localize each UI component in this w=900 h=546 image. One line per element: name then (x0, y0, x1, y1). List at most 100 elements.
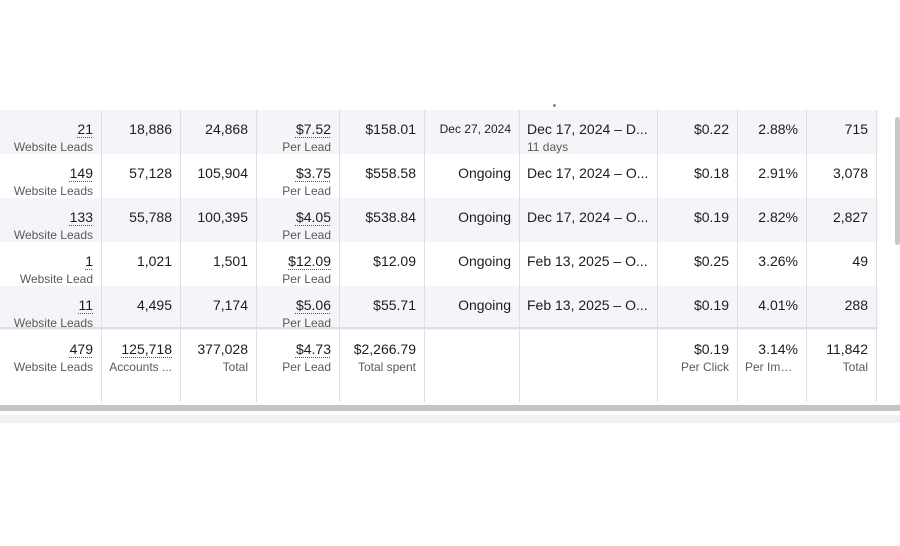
results-label: Website Leads (13, 228, 93, 242)
column-divider[interactable] (180, 110, 181, 402)
clicks-label: Total (842, 360, 868, 374)
cpc-value: $0.19 (693, 209, 729, 225)
amount-spent-value: $538.84 (365, 209, 416, 225)
impressions-value: 105,904 (197, 165, 248, 181)
ends-value: Ongoing (458, 297, 511, 313)
total-clicks: 11,842 Total (806, 330, 876, 402)
table-row[interactable]: 1 Website Lead 1,021 1,501 $12.09 Per Lead $12… (0, 242, 878, 286)
ends-value: Dec 27, 2024 (439, 122, 511, 136)
cost-per-result-value[interactable]: $5.06 (295, 297, 331, 313)
clicks-value: 288 (844, 297, 868, 313)
amount-spent-value: $2,266.79 (353, 341, 416, 357)
cell-schedule: Dec 17, 2024 – O... (519, 198, 657, 242)
results-label: Website Leads (13, 360, 93, 374)
cell-amount-spent: $558.58 (339, 154, 424, 198)
results-label: Website Leads (13, 184, 93, 198)
clicks-value: 11,842 (826, 341, 868, 357)
clipped-header-mark (553, 104, 556, 107)
cell-cost-per-result: $4.05 Per Lead (256, 198, 339, 242)
cost-per-result-label: Per Lead (282, 184, 331, 198)
results-value[interactable]: 11 (78, 297, 93, 313)
total-impressions: 377,028 Total (180, 330, 256, 402)
horizontal-scroll-track (0, 415, 900, 423)
impressions-value: 24,868 (205, 121, 248, 137)
cpc-value: $0.22 (693, 121, 729, 137)
column-divider[interactable] (339, 110, 340, 402)
cost-per-result-value[interactable]: $4.05 (295, 209, 331, 225)
cell-results: 1 Website Lead (0, 242, 101, 286)
ads-results-table: 21 Website Leads 18,886 24,868 $7.52 Per Lead… (0, 110, 900, 402)
cell-cost-per-result: $3.75 Per Lead (256, 154, 339, 198)
cost-per-result-value[interactable]: $12.09 (288, 253, 331, 269)
results-value[interactable]: 133 (69, 209, 93, 225)
impressions-value: 100,395 (197, 209, 248, 225)
totals-row: 479 Website Leads 125,718 Accounts ... 377,0… (0, 330, 878, 402)
cell-clicks: 3,078 (806, 154, 876, 198)
schedule-value: Dec 17, 2024 – O... (527, 165, 649, 181)
results-value[interactable]: 479 (69, 341, 93, 357)
cell-impressions: 100,395 (180, 198, 256, 242)
table-row[interactable]: 133 Website Leads 55,788 100,395 $4.05 Per Le… (0, 198, 878, 242)
results-value[interactable]: 1 (85, 253, 93, 269)
ends-value: Ongoing (458, 253, 511, 269)
cell-ends: Ongoing (424, 154, 519, 198)
cell-ctr: 2.82% (737, 198, 806, 242)
cost-per-result-value[interactable]: $4.73 (295, 341, 331, 357)
amount-spent-value: $12.09 (373, 253, 416, 269)
cell-ends: Ongoing (424, 242, 519, 286)
total-amount-spent: $2,266.79 Total spent (339, 330, 424, 402)
cpc-value: $0.19 (693, 341, 729, 357)
table-row[interactable]: 21 Website Leads 18,886 24,868 $7.52 Per Lead… (0, 110, 878, 154)
reach-value: 57,128 (129, 165, 172, 181)
cell-ends: Ongoing (424, 286, 519, 330)
table-row[interactable]: 149 Website Leads 57,128 105,904 $3.75 Per Le… (0, 154, 878, 198)
reach-value: 55,788 (129, 209, 172, 225)
cell-ends: Ongoing (424, 198, 519, 242)
total-cost-per-result: $4.73 Per Lead (256, 330, 339, 402)
reach-value: 18,886 (129, 121, 172, 137)
ends-value: Ongoing (458, 165, 511, 181)
cell-results: 11 Website Leads (0, 286, 101, 330)
cell-cpc: $0.19 (657, 198, 737, 242)
column-divider[interactable] (424, 110, 425, 402)
column-divider[interactable] (101, 110, 102, 402)
column-divider[interactable] (876, 110, 877, 402)
ctr-value: 2.88% (758, 121, 798, 137)
cell-results: 133 Website Leads (0, 198, 101, 242)
cell-clicks: 49 (806, 242, 876, 286)
cost-per-result-label: Per Lead (282, 140, 331, 154)
column-divider[interactable] (737, 110, 738, 402)
results-value[interactable]: 149 (69, 165, 93, 181)
column-divider[interactable] (806, 110, 807, 402)
column-divider[interactable] (519, 110, 520, 402)
column-divider[interactable] (256, 110, 257, 402)
cell-cpc: $0.25 (657, 242, 737, 286)
cell-amount-spent: $538.84 (339, 198, 424, 242)
results-value[interactable]: 21 (77, 121, 93, 137)
cpc-value: $0.18 (693, 165, 729, 181)
cost-per-result-value[interactable]: $7.52 (295, 121, 331, 137)
cell-cpc: $0.22 (657, 110, 737, 154)
total-reach: 125,718 Accounts ... (101, 330, 180, 402)
cost-per-result-value[interactable]: $3.75 (295, 165, 331, 181)
results-label: Website Leads (13, 140, 93, 154)
cell-ctr: 4.01% (737, 286, 806, 330)
ctr-value: 3.26% (758, 253, 798, 269)
cell-ends: Dec 27, 2024 (424, 110, 519, 154)
reach-value[interactable]: 125,718 (121, 341, 172, 357)
cell-schedule: Feb 13, 2025 – O... (519, 286, 657, 330)
impressions-value: 377,028 (197, 341, 248, 357)
schedule-label: 11 days (527, 140, 569, 154)
cell-schedule: Feb 13, 2025 – O... (519, 242, 657, 286)
table-row[interactable]: 11 Website Leads 4,495 7,174 $5.06 Per Lead $5… (0, 286, 878, 330)
cost-per-result-label: Per Lead (282, 272, 331, 286)
column-divider[interactable] (657, 110, 658, 402)
cell-ctr: 2.91% (737, 154, 806, 198)
impressions-value: 1,501 (212, 253, 248, 269)
reach-value: 4,495 (136, 297, 172, 313)
horizontal-scrollbar[interactable] (0, 405, 900, 411)
clicks-value: 715 (844, 121, 868, 137)
ends-value: Ongoing (458, 209, 511, 225)
vertical-scrollbar[interactable] (895, 117, 900, 245)
cell-impressions: 1,501 (180, 242, 256, 286)
